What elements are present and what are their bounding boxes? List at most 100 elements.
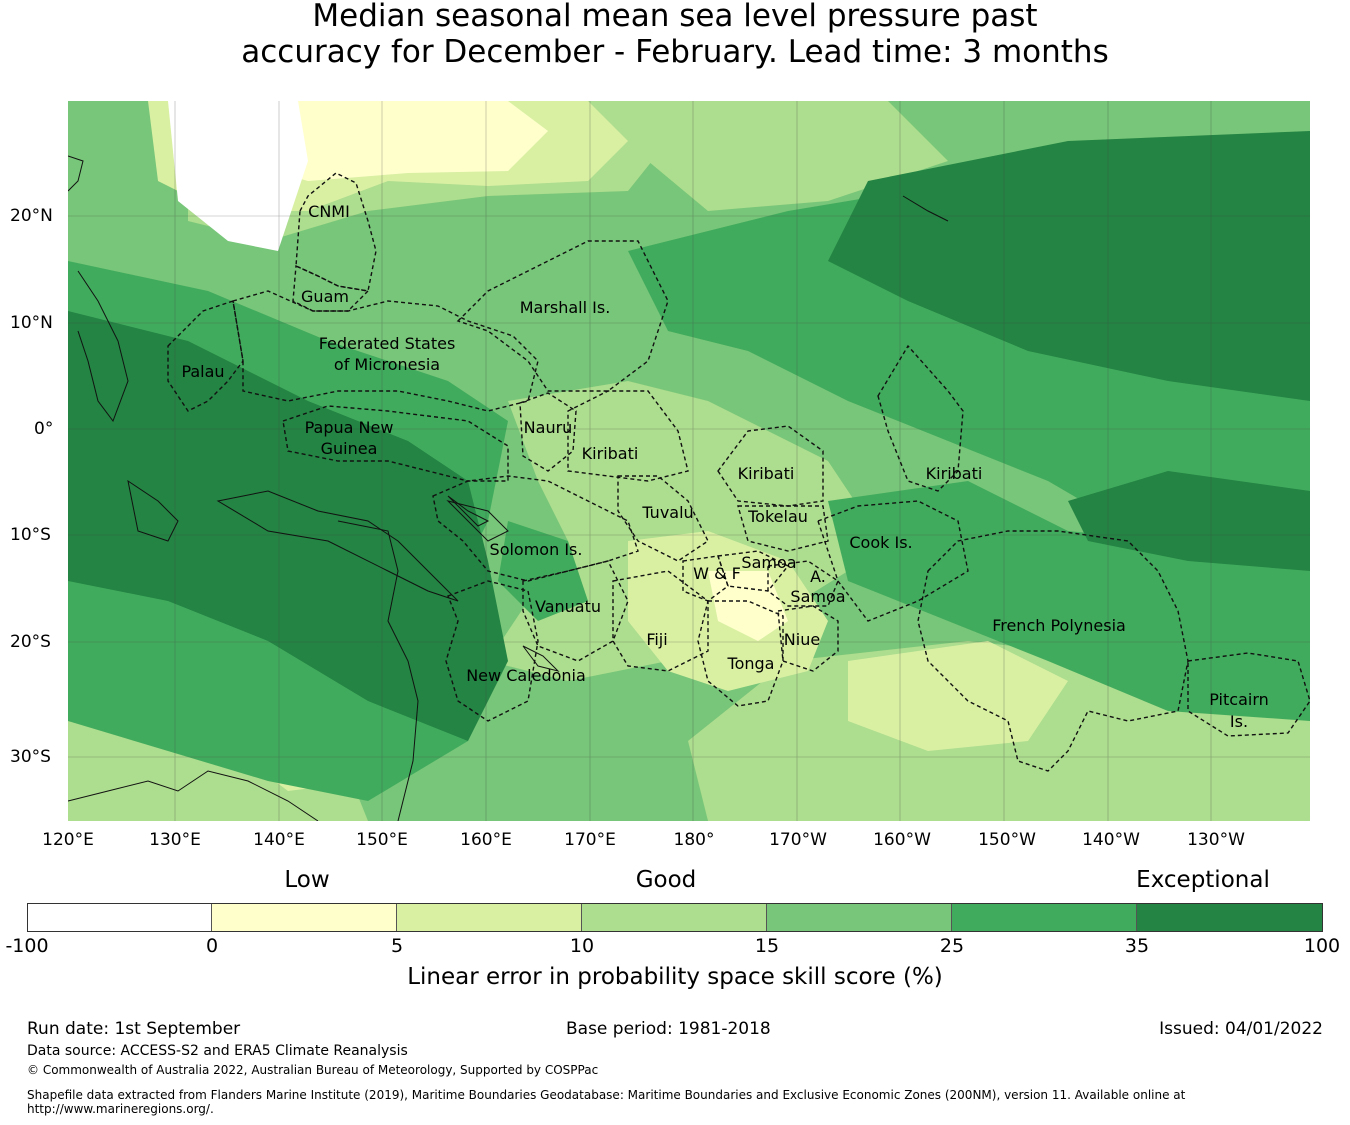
graticule [68, 101, 1310, 821]
label-cook: Cook Is. [849, 533, 912, 552]
skill-field-25-35 [498, 521, 588, 621]
eez-cook [817, 500, 969, 622]
label-cnmi: CNMI [308, 202, 350, 221]
eez-kiribati-phoenix [717, 425, 824, 507]
colorbar-label: Linear error in probability space skill … [407, 964, 943, 990]
label-kiribati-gilbert: Kiribati [582, 444, 639, 463]
label-newcaledonia: New Caledonia [466, 666, 586, 685]
lon-label: 170°E [564, 830, 616, 850]
lon-label: 180° [673, 830, 715, 850]
coastlines [68, 155, 949, 821]
eez-fsm [232, 290, 539, 412]
skill-field-25-35 [68, 551, 468, 801]
colorbar-bin-35-100 [1137, 903, 1323, 932]
lon-label: 160°W [873, 830, 931, 850]
lon-label: 130°E [149, 830, 201, 850]
eez-kiribati-gilbert [567, 390, 689, 482]
label-amsamoa-1: A. [810, 567, 826, 586]
label-kiribati-line: Kiribati [926, 464, 983, 483]
eez-amsamoa [767, 560, 839, 607]
label-niue: Niue [784, 630, 820, 649]
colorbar-tick: 15 [754, 935, 780, 957]
eez-solomon [432, 475, 639, 582]
lon-label: 170°W [769, 830, 827, 850]
colorbar-bin-0-5 [212, 903, 397, 932]
lat-label: 0° [34, 419, 54, 439]
colorbar-bin-15-25 [767, 903, 952, 932]
colorbar-tick: 35 [1124, 935, 1150, 957]
base-period: Base period: 1981-2018 [566, 1019, 771, 1039]
eez-tonga [697, 600, 784, 707]
eez-guam [292, 264, 370, 312]
label-png-2: Guinea [321, 439, 378, 458]
eez-vanuatu [522, 560, 629, 662]
label-fsm-2: of Micronesia [334, 355, 440, 374]
label-frenchpoly: French Polynesia [992, 616, 1126, 635]
lon-label: 130°W [1187, 830, 1245, 850]
lat-label: 30°S [10, 747, 51, 767]
lon-label: 120°E [42, 830, 94, 850]
legend-category-low: Low [284, 867, 330, 893]
label-guam: Guam [301, 287, 349, 306]
eez-tuvalu [617, 475, 709, 562]
label-vanuatu: Vanuatu [535, 597, 601, 616]
eez-tokelau [737, 505, 829, 552]
colorbar-tick: 5 [390, 935, 404, 957]
colorbar-bin-10-15 [582, 903, 767, 932]
eez-marshall [456, 240, 669, 392]
label-fsm-1: Federated States [319, 334, 456, 353]
eez-kiribati-line [877, 344, 964, 492]
eez-fiji [612, 570, 709, 672]
eez-niue [777, 605, 839, 672]
skill-field-35-100 [828, 131, 1310, 401]
lon-label: 160°E [460, 830, 512, 850]
chart-title-line1: Median seasonal mean sea level pressure … [312, 0, 1038, 34]
eez-wf [682, 555, 729, 602]
colorbar-tick: 10 [569, 935, 595, 957]
data-source: Data source: ACCESS-S2 and ERA5 Climate … [27, 1043, 408, 1059]
colorbar-bin-5-10 [397, 903, 582, 932]
colorbar-tick: 100 [1303, 935, 1341, 957]
legend-category-exceptional: Exceptional [1136, 867, 1270, 893]
label-pitcairn-1: Pitcairn [1209, 690, 1269, 709]
label-nauru: Nauru [524, 418, 573, 437]
colorbar-bin-25-35 [952, 903, 1137, 932]
label-tokelau: Tokelau [747, 507, 808, 526]
eez-newcaledonia [445, 580, 539, 722]
lat-label: 10°S [10, 525, 51, 545]
lat-label: 10°N [10, 313, 53, 333]
skill-field-negative [168, 101, 308, 251]
skill-field-35-100 [1068, 471, 1310, 571]
region-labels: CNMI Guam Marshall Is. Federated States … [181, 202, 1268, 731]
label-kiribati-phoenix: Kiribati [738, 464, 795, 483]
legend-category-good: Good [635, 867, 697, 893]
chart-title-line2: accuracy for December - February. Lead t… [241, 34, 1109, 70]
eez-palau [167, 300, 244, 412]
issued-date: Issued: 04/01/2022 [1159, 1019, 1323, 1039]
lon-label: 140°W [1082, 830, 1140, 850]
run-date: Run date: 1st September [27, 1019, 241, 1039]
lon-label: 150°E [356, 830, 408, 850]
lon-label: 150°W [978, 830, 1036, 850]
eez-boundaries [167, 172, 1310, 772]
label-amsamoa-2: Samoa [790, 587, 845, 606]
shapefile-credit-line1: Shapefile data extracted from Flanders M… [27, 1088, 1186, 1102]
colorbar-tick: -100 [5, 935, 49, 957]
eez-frenchpoly [917, 530, 1189, 772]
skill-field-35-100 [68, 311, 508, 741]
label-solomon: Solomon Is. [490, 540, 583, 559]
label-samoa: Samoa [741, 553, 796, 572]
eez-png [282, 405, 509, 482]
skill-field-5-10 [848, 641, 1068, 751]
colorbar-tick: 25 [939, 935, 965, 957]
lat-label: 20°S [10, 632, 51, 652]
label-tuvalu: Tuvalu [641, 503, 693, 522]
label-png-1: Papua New [305, 418, 394, 437]
shapefile-credit-line2[interactable]: http://www.marineregions.org/. [27, 1102, 214, 1116]
copyright: © Commonwealth of Australia 2022, Austra… [27, 1063, 599, 1077]
label-tonga: Tonga [727, 654, 775, 673]
label-marshall: Marshall Is. [520, 298, 611, 317]
colorbar-tick: 0 [205, 935, 219, 957]
label-palau: Palau [181, 362, 224, 381]
label-pitcairn-2: Is. [1230, 712, 1248, 731]
